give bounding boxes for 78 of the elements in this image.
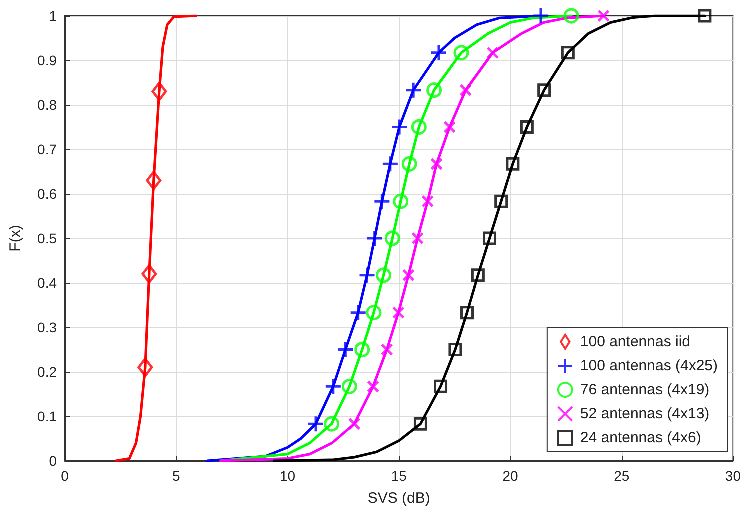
y-tick-label: 0.6 [38,186,58,202]
point [564,8,580,24]
point [358,266,376,284]
point [402,156,418,172]
y-tick-label: 0.4 [38,275,58,291]
point [422,195,434,208]
point [350,304,368,322]
point [561,46,575,60]
y-tick-label: 0.7 [38,142,58,158]
y-axis-title: F(x) [7,225,24,252]
point [411,120,427,135]
point [471,268,485,282]
y-tick-label: 0.3 [38,320,58,336]
point [506,157,520,171]
y-tick-label: 1 [49,8,58,24]
point [598,10,610,22]
point [520,120,534,134]
legend-label: 76 antennas (4x19) [580,382,710,398]
point [373,192,391,210]
point [138,358,154,378]
point [434,380,448,394]
point [402,269,415,282]
point [486,46,500,60]
point [342,378,358,394]
x-tick-label: 25 [614,468,630,484]
legend-label: 100 antennas (4x25) [580,358,718,374]
x-tick-label: 10 [280,468,296,484]
point [380,344,394,356]
point [392,306,405,320]
point [460,84,472,97]
point [354,342,370,358]
x-tick-label: 0 [61,468,70,484]
point [460,306,474,320]
point [483,232,497,246]
point [412,232,424,245]
point [448,343,462,356]
y-tick-label: 0 [49,453,58,469]
point [376,268,392,284]
y-tick-label: 0.1 [38,408,58,424]
line-series [114,14,198,462]
y-tick-label: 0.5 [38,230,58,246]
y-tick-label: 0.8 [38,97,58,113]
point [152,82,168,102]
point [324,378,342,396]
x-tick-label: 15 [391,468,408,484]
y-tick-label: 0.9 [38,52,58,68]
x-tick-label: 5 [172,468,180,484]
point [146,170,162,190]
point [532,7,550,25]
point [366,305,382,321]
point [430,44,448,62]
legend-label: 100 antennas iid [580,334,690,350]
point [426,82,442,98]
x-axis-title: SVS (dB) [368,490,430,507]
legend-label: 24 antennas (4x6) [580,430,702,446]
point [494,194,508,208]
point [382,155,400,173]
point [454,45,470,61]
point [307,415,325,433]
point [444,121,456,134]
point [414,417,428,431]
point [366,230,384,248]
point [336,341,354,358]
point [367,380,380,393]
point [698,9,712,23]
legend-label: 52 antennas (4x13) [580,406,710,422]
point [142,264,158,284]
x-tick-label: 20 [502,468,518,484]
point [324,416,340,432]
y-tick-label: 0.2 [38,364,58,380]
point [384,230,400,246]
point [404,82,422,100]
point [390,118,408,136]
point [430,158,443,170]
point [393,194,409,210]
x-tick-label: 30 [725,468,742,484]
point [538,84,552,98]
point [348,418,361,430]
